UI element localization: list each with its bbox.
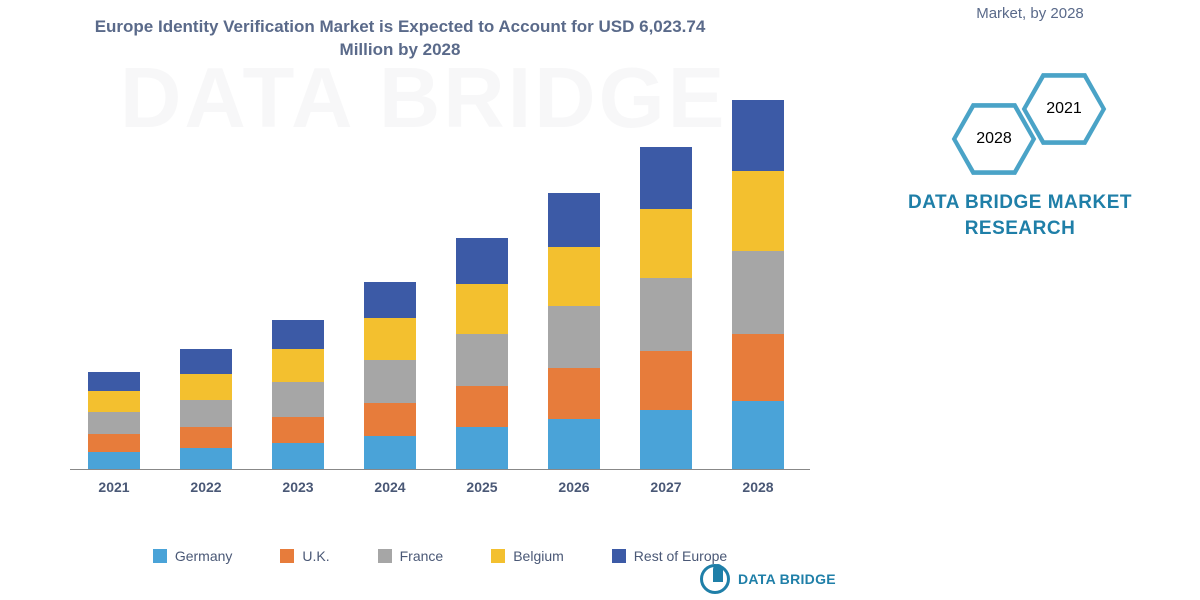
- bar-segment: [364, 403, 416, 436]
- bar-segment: [640, 147, 692, 209]
- bar-segment: [88, 372, 140, 391]
- bar-segment: [456, 386, 508, 428]
- x-axis-label: 2027: [626, 479, 706, 495]
- chart-title: Europe Identity Verification Market is E…: [80, 16, 720, 62]
- stacked-bar-plot: 2021 2022 2023 2024 2025 2026 2027 2028: [70, 80, 810, 470]
- bar-segment: [456, 238, 508, 283]
- hexagon-badges: 2021 2028: [910, 70, 1130, 180]
- legend-label: France: [400, 548, 444, 564]
- footer-logo-line1: DATA BRIDGE: [738, 571, 836, 587]
- hexagon-front-label: 2028: [976, 130, 1012, 148]
- x-axis-label: 2028: [718, 479, 798, 495]
- legend-item: Germany: [153, 548, 233, 564]
- legend-swatch: [280, 549, 294, 563]
- legend-label: Germany: [175, 548, 233, 564]
- bar-segment: [364, 282, 416, 318]
- legend-label: U.K.: [302, 548, 329, 564]
- subtitle-right: Market, by 2028: [900, 4, 1160, 24]
- bar-segment: [272, 349, 324, 382]
- legend-swatch: [378, 549, 392, 563]
- bar-segment: [272, 443, 324, 469]
- legend-item: France: [378, 548, 444, 564]
- bar-segment: [732, 171, 784, 251]
- legend-label: Rest of Europe: [634, 548, 727, 564]
- brand-name: DATA BRIDGE MARKET RESEARCH: [890, 190, 1150, 241]
- bar-segment: [180, 349, 232, 373]
- bar-group: 2023: [272, 320, 324, 469]
- bar-segment: [548, 306, 600, 368]
- bar-segment: [180, 427, 232, 448]
- brand-logo-icon: [700, 564, 730, 594]
- bar-segment: [548, 368, 600, 418]
- bar-segment: [180, 400, 232, 428]
- bar-group: 2028: [732, 100, 784, 469]
- bar-segment: [180, 374, 232, 400]
- bar-group: 2021: [88, 372, 140, 469]
- bar-group: 2026: [548, 193, 600, 469]
- bar-segment: [732, 251, 784, 334]
- x-axis-label: 2023: [258, 479, 338, 495]
- x-axis-label: 2024: [350, 479, 430, 495]
- brand-line1: DATA BRIDGE MARKET: [908, 192, 1132, 213]
- bar-group: 2027: [640, 147, 692, 469]
- legend-swatch: [612, 549, 626, 563]
- bar-segment: [364, 318, 416, 360]
- x-axis-label: 2026: [534, 479, 614, 495]
- bar-segment: [364, 360, 416, 403]
- legend-item: Rest of Europe: [612, 548, 727, 564]
- bar-segment: [456, 334, 508, 386]
- bar-segment: [548, 419, 600, 469]
- bar-segment: [272, 417, 324, 443]
- bar-segment: [456, 427, 508, 469]
- bar-segment: [640, 209, 692, 278]
- bar-segment: [548, 247, 600, 306]
- bar-segment: [88, 391, 140, 412]
- chart-legend: Germany U.K. France Belgium Rest of Europe: [60, 548, 820, 564]
- legend-swatch: [491, 549, 505, 563]
- bar-segment: [88, 412, 140, 435]
- bar-segment: [640, 410, 692, 469]
- footer-logo-text: DATA BRIDGE: [738, 571, 836, 587]
- bar-segment: [88, 452, 140, 469]
- bar-segment: [732, 334, 784, 402]
- bar-segment: [548, 193, 600, 247]
- legend-item: U.K.: [280, 548, 329, 564]
- bar-group: 2024: [364, 282, 416, 469]
- bar-segment: [180, 448, 232, 469]
- bar-segment: [364, 436, 416, 469]
- legend-item: Belgium: [491, 548, 564, 564]
- bar-segment: [732, 401, 784, 469]
- bar-segment: [732, 100, 784, 171]
- x-axis-label: 2021: [74, 479, 154, 495]
- bar-segment: [88, 434, 140, 451]
- bar-group: 2022: [180, 349, 232, 469]
- bar-segment: [272, 382, 324, 417]
- legend-label: Belgium: [513, 548, 564, 564]
- footer-logo: DATA BRIDGE: [700, 564, 836, 594]
- bar-segment: [272, 320, 324, 349]
- x-axis-label: 2022: [166, 479, 246, 495]
- chart-area: 2021 2022 2023 2024 2025 2026 2027 2028: [60, 80, 820, 500]
- hexagon-back-label: 2021: [1046, 100, 1082, 118]
- legend-swatch: [153, 549, 167, 563]
- x-axis-label: 2025: [442, 479, 522, 495]
- bar-group: 2025: [456, 238, 508, 469]
- bar-segment: [640, 351, 692, 410]
- bar-segment: [456, 284, 508, 334]
- brand-line2: RESEARCH: [965, 218, 1076, 239]
- bar-segment: [640, 278, 692, 351]
